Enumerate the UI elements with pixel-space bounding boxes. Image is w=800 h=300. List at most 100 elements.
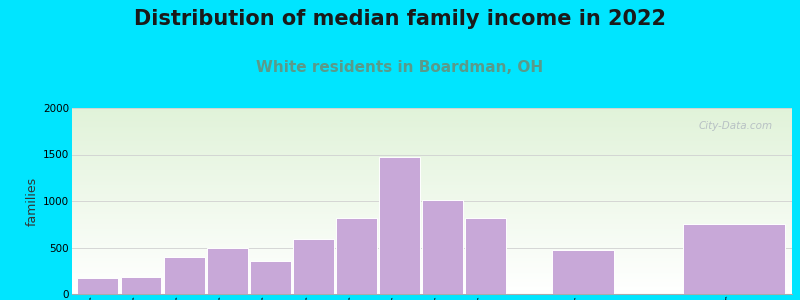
Bar [72,129,792,130]
Bar [72,229,792,230]
Bar [72,252,792,253]
Bar [336,218,377,294]
Bar [72,212,792,213]
Bar [72,124,792,125]
Bar [72,204,792,205]
Bar [72,279,792,280]
Bar [121,277,162,294]
Bar [72,143,792,144]
Bar [72,159,792,160]
Bar [72,195,792,196]
Bar [72,241,792,242]
Bar [72,206,792,207]
Bar [72,185,792,186]
Bar [72,166,792,167]
Bar [72,218,792,219]
Bar [72,168,792,169]
Bar [72,198,792,199]
Bar [72,216,792,217]
Bar [72,142,792,143]
Bar [72,136,792,137]
Bar [72,186,792,187]
Bar [72,174,792,175]
Bar [72,139,792,140]
Bar [72,224,792,225]
Bar [72,146,792,147]
Bar [72,189,792,190]
Bar [72,131,792,132]
Bar [72,134,792,135]
Bar [72,235,792,236]
Bar [72,289,792,290]
Bar [72,196,792,197]
Bar [72,130,792,131]
Bar [72,267,792,268]
Bar [72,256,792,257]
Bar [72,255,792,256]
Bar [72,121,792,122]
Bar [72,145,792,146]
Bar [72,193,792,194]
Bar [72,242,792,243]
Bar [72,281,792,282]
Bar [72,244,792,245]
Bar [72,201,792,202]
Bar [72,177,792,178]
Bar [72,266,792,267]
Bar [72,172,792,173]
Bar [72,161,792,162]
Bar [72,263,792,264]
Bar [72,282,792,283]
Bar [72,268,792,269]
Bar [72,286,792,287]
Bar [72,278,792,279]
Bar [293,239,334,294]
Bar [72,213,792,214]
Bar [552,250,614,294]
Bar [72,287,792,288]
Bar [682,224,785,294]
Bar [72,232,792,233]
Bar [72,132,792,133]
Bar [72,284,792,285]
Bar [72,135,792,136]
Bar [72,160,792,161]
Bar [72,283,792,284]
Bar [72,292,792,293]
Bar [72,140,792,142]
Bar [72,217,792,218]
Bar [72,164,792,165]
Bar [72,126,792,127]
Bar [78,278,118,294]
Bar [72,125,792,126]
Bar [72,211,792,212]
Bar [72,170,792,171]
Bar [72,108,792,109]
Bar [72,122,792,123]
Bar [72,254,792,255]
Bar [72,110,792,111]
Bar [72,280,792,281]
Bar [72,158,792,159]
Bar [72,190,792,191]
Bar [72,260,792,261]
Text: Distribution of median family income in 2022: Distribution of median family income in … [134,9,666,29]
Bar [72,259,792,260]
Text: White residents in Boardman, OH: White residents in Boardman, OH [257,60,543,75]
Bar [72,274,792,275]
Bar [72,245,792,246]
Bar [72,138,792,139]
Bar [72,261,792,262]
Bar [72,251,792,252]
Bar [72,220,792,221]
Bar [72,176,792,177]
Bar [164,257,205,294]
Bar [72,144,792,145]
Bar [72,240,792,241]
Bar [72,128,792,129]
Bar [72,114,792,115]
Bar [72,214,792,215]
Bar [72,120,792,121]
Bar [72,239,792,240]
Bar [72,118,792,119]
